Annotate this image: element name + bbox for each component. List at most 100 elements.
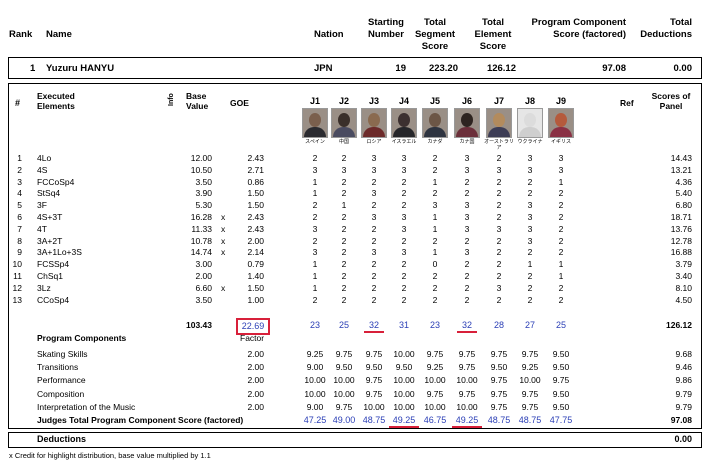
element-judge-score: 3 [312, 247, 318, 258]
element-bonus-x: x [221, 212, 226, 222]
element-bonus-x: x [221, 282, 226, 293]
element-judge-score: 2 [341, 153, 347, 163]
element-judge-total: 25 [338, 320, 349, 330]
element-panel-score: 6.80 [675, 200, 692, 211]
judge-country-9: イギリス [550, 139, 571, 145]
element-judge-score: 2 [464, 259, 470, 270]
col-element-header: Total Element Score [474, 17, 512, 52]
element-goe: 2.00 [247, 235, 264, 246]
component-judge-score: 10.00 [424, 375, 446, 386]
element-judge-score: 3 [371, 188, 377, 199]
element-name: ChSq1 [37, 271, 63, 281]
component-panel-score: 9.79 [675, 388, 692, 399]
component-judge-score: 10.00 [393, 401, 415, 412]
element-judge-score: 2 [496, 200, 502, 211]
col-base-header: Base Value [186, 91, 209, 111]
col-starting-header: Starting Number [368, 17, 404, 40]
element-judge-score: 3 [432, 200, 438, 211]
factor-header: Factor [240, 333, 265, 343]
component-judge-score: 9.75 [458, 362, 476, 373]
col-ref-header: Ref [620, 98, 634, 108]
element-judge-score: 2 [341, 294, 347, 305]
element-base: 10.78 [190, 235, 212, 246]
element-base: 14.74 [190, 247, 212, 258]
component-judge-score: 9.50 [552, 349, 570, 359]
element-judge-score: 2 [432, 271, 438, 281]
judge-country-4: イスラエル [391, 139, 417, 145]
pcs-judge-total: 49.25 [389, 415, 419, 428]
element-judge-total: 23 [309, 320, 320, 330]
element-judge-score: 2 [432, 294, 438, 305]
element-goe: 2.14 [247, 247, 264, 258]
element-judge-score: 3 [341, 164, 347, 175]
judge-photo-7 [486, 108, 512, 138]
component-judge-score: 9.75 [365, 375, 383, 386]
element-judge-score: 3 [371, 247, 377, 258]
col-pcs-header: Program Component Score (factored) [531, 17, 626, 40]
element-base: 10.50 [190, 164, 212, 175]
components-title: Program Components [37, 333, 127, 343]
element-judge-score: 2 [371, 200, 377, 211]
element-judge-score: 0 [432, 259, 438, 270]
component-judge-score: 10.00 [393, 375, 415, 386]
footnote: x Credit for highlight distribution, bas… [9, 451, 211, 460]
element-base: 3.00 [195, 259, 212, 270]
element-judge-score: 2 [527, 294, 533, 305]
component-judge-score: 10.00 [393, 349, 415, 359]
component-judge-score: 9.50 [552, 401, 570, 412]
skater-segment-score: 223.20 [428, 63, 458, 74]
element-num: 5 [17, 200, 22, 211]
component-judge-score: 9.50 [552, 388, 570, 399]
judge-country-8: ウクライナ [517, 139, 543, 145]
judge-label-8: J8 [524, 96, 535, 106]
col-rank-header: Rank [9, 29, 33, 40]
element-judge-score: 2 [371, 282, 377, 293]
element-judge-score: 2 [312, 200, 318, 211]
element-judge-score: 2 [371, 235, 377, 246]
element-name: 3A+2T [37, 235, 63, 246]
component-judge-score: 10.00 [333, 375, 355, 386]
element-judge-score: 3 [527, 200, 533, 211]
element-judge-score: 3 [401, 223, 407, 234]
element-judge-score: 2 [341, 282, 347, 293]
element-judge-score: 2 [401, 259, 407, 270]
element-num: 9 [17, 247, 22, 258]
element-name: FCCoSp4 [37, 176, 75, 187]
component-judge-score: 10.00 [333, 388, 355, 399]
component-judge-score: 9.75 [490, 375, 508, 386]
judge-country-1: スペイン [305, 139, 325, 145]
element-judge-score: 2 [432, 153, 438, 163]
element-judge-score: 2 [464, 176, 470, 187]
component-judge-score: 9.75 [490, 349, 508, 359]
judge-label-9: J9 [555, 96, 566, 106]
element-base: 3.50 [195, 176, 212, 187]
element-judge-score: 3 [527, 223, 533, 234]
judge-photo-2 [331, 108, 357, 138]
col-elements-header: Executed Elements [37, 91, 75, 111]
judge-country-6: カナ国 [459, 139, 475, 145]
element-judge-score: 2 [496, 188, 502, 199]
col-deductions-header: Total Deductions [640, 17, 692, 40]
element-name: FCSSp4 [37, 259, 70, 270]
pcs-judge-total: 46.75 [423, 415, 447, 425]
element-judge-score: 3 [464, 153, 470, 163]
element-judge-score: 3 [401, 153, 407, 163]
skater-rank: 1 [30, 63, 36, 74]
judge-label-3: J3 [368, 96, 379, 106]
judge-country-2: 中国 [338, 139, 349, 145]
element-panel-score: 5.40 [675, 188, 692, 199]
deductions-value: 0.00 [674, 434, 692, 444]
element-judge-total: 32 [364, 320, 384, 333]
element-goe: 2.43 [247, 223, 264, 234]
component-judge-score: 9.75 [365, 349, 383, 359]
component-panel-score: 9.79 [675, 401, 692, 412]
element-base: 2.00 [195, 271, 212, 281]
element-bonus-x: x [221, 223, 226, 234]
element-panel-score: 13.21 [670, 164, 692, 175]
element-judge-score: 2 [464, 271, 470, 281]
skater-starting-number: 19 [395, 63, 406, 74]
element-judge-score: 3 [464, 164, 470, 175]
element-goe: 0.79 [247, 259, 264, 270]
element-judge-score: 1 [312, 259, 318, 270]
component-factor: 2.00 [247, 401, 264, 412]
